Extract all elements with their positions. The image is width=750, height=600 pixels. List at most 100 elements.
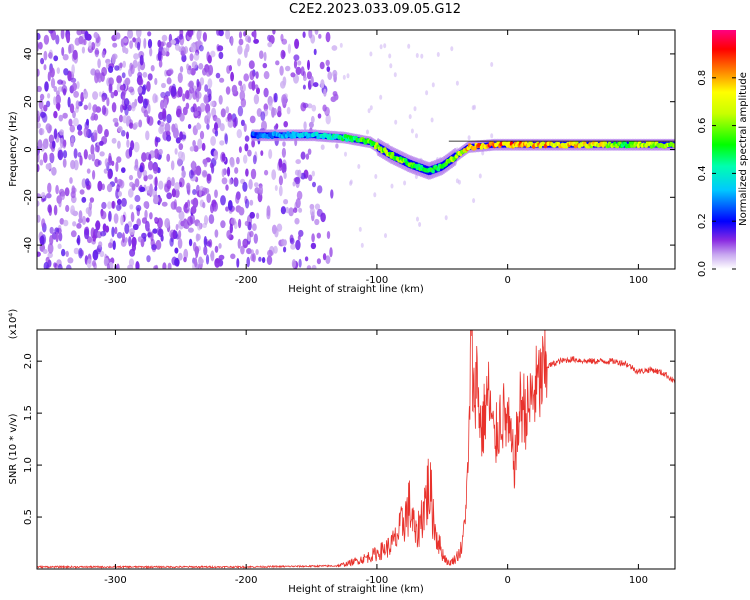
- noise-speck: [171, 188, 176, 198]
- noise-speck: [113, 213, 119, 224]
- noise-speck: [215, 258, 221, 264]
- noise-speck: [53, 110, 58, 119]
- noise-speck: [236, 258, 240, 268]
- noise-speck: [145, 130, 150, 141]
- noise-speck: [171, 177, 175, 187]
- noise-speck: [281, 147, 286, 158]
- noise-speck: [177, 86, 183, 98]
- noise-speck: [178, 33, 184, 40]
- noise-speck: [112, 117, 119, 123]
- noise-speck: [147, 38, 153, 49]
- noise-speck: [153, 265, 158, 269]
- noise-speck: [187, 216, 193, 226]
- noise-speck: [166, 153, 171, 162]
- noise-speck: [95, 220, 101, 231]
- noise-speck: [135, 204, 142, 212]
- noise-speck: [117, 198, 122, 205]
- noise-speck: [77, 130, 83, 136]
- noise-speck: [230, 71, 235, 82]
- noise-speck: [150, 65, 155, 72]
- noise-speck: [214, 130, 219, 137]
- noise-speck: [107, 170, 113, 180]
- noise-speck: [124, 47, 129, 55]
- noise-speck: [166, 113, 172, 124]
- noise-speck: [415, 133, 418, 139]
- noise-speck: [237, 58, 242, 67]
- noise-speck: [188, 238, 193, 247]
- noise-speck: [112, 42, 118, 48]
- noise-speck: [233, 177, 238, 185]
- noise-speck: [47, 182, 52, 194]
- noise-speck: [219, 123, 225, 132]
- noise-speck: [150, 231, 154, 242]
- noise-speck: [59, 129, 64, 136]
- noise-speck: [214, 229, 219, 238]
- noise-speck: [108, 210, 112, 222]
- noise-speck: [144, 209, 148, 220]
- noise-speck: [37, 139, 43, 149]
- noise-speck: [323, 88, 327, 97]
- colorbar-ticks: 0.0 0.2 0.4 0.6 0.8: [697, 70, 736, 277]
- noise-speck: [130, 211, 135, 223]
- noise-speck: [244, 220, 249, 227]
- noise-speck: [314, 218, 320, 226]
- noise-speck: [207, 54, 212, 64]
- noise-speck: [56, 67, 60, 74]
- noise-speck: [314, 203, 321, 210]
- noise-speck: [174, 182, 181, 191]
- noise-speck: [239, 84, 243, 92]
- noise-speck: [124, 77, 131, 86]
- noise-speck: [48, 49, 54, 60]
- noise-speck: [40, 57, 45, 65]
- noise-speck: [250, 253, 255, 262]
- noise-speck: [238, 218, 242, 229]
- noise-speck: [275, 60, 280, 66]
- noise-speck: [330, 96, 337, 103]
- noise-speck: [62, 140, 67, 149]
- noise-speck: [73, 90, 79, 98]
- noise-speck: [260, 150, 264, 157]
- snr-y-label: SNR (10 * v/v): [8, 413, 19, 484]
- noise-speck: [369, 51, 373, 57]
- noise-speck: [237, 45, 243, 55]
- noise-speck: [154, 185, 158, 191]
- noise-speck: [142, 98, 148, 109]
- noise-speck: [92, 91, 99, 100]
- noise-speck: [179, 131, 184, 141]
- noise-speck: [59, 218, 65, 225]
- noise-speck: [169, 237, 174, 247]
- noise-speck: [148, 160, 154, 171]
- noise-speck: [37, 214, 41, 223]
- noise-speck: [287, 43, 291, 54]
- noise-speck: [172, 127, 179, 139]
- noise-speck: [43, 261, 49, 269]
- noise-speck: [111, 160, 115, 166]
- noise-speck: [185, 90, 190, 100]
- noise-speck: [46, 100, 51, 108]
- noise-speck: [259, 50, 264, 59]
- noise-speck: [317, 185, 323, 194]
- noise-speck: [37, 110, 40, 118]
- snr-x-label: Height of straight line (km): [288, 584, 424, 595]
- noise-speck: [254, 84, 259, 90]
- noise-speck: [221, 153, 226, 162]
- noise-speck: [67, 257, 74, 264]
- noise-speck: [76, 30, 83, 36]
- noise-speck: [184, 201, 189, 209]
- x-tick-label: -300: [104, 575, 127, 586]
- noise-speck: [101, 105, 107, 116]
- noise-speck: [170, 201, 177, 210]
- noise-speck: [58, 114, 64, 122]
- noise-speck: [170, 160, 175, 171]
- noise-speck: [407, 43, 411, 49]
- noise-speck: [152, 163, 159, 174]
- noise-speck: [307, 59, 310, 71]
- noise-speck: [90, 68, 97, 76]
- noise-speck: [221, 177, 228, 185]
- noise-speck: [190, 106, 195, 113]
- noise-speck: [47, 252, 53, 259]
- noise-speck: [78, 247, 83, 259]
- noise-speck: [136, 218, 141, 227]
- noise-speck: [146, 81, 151, 92]
- snr-frame: [36, 329, 676, 570]
